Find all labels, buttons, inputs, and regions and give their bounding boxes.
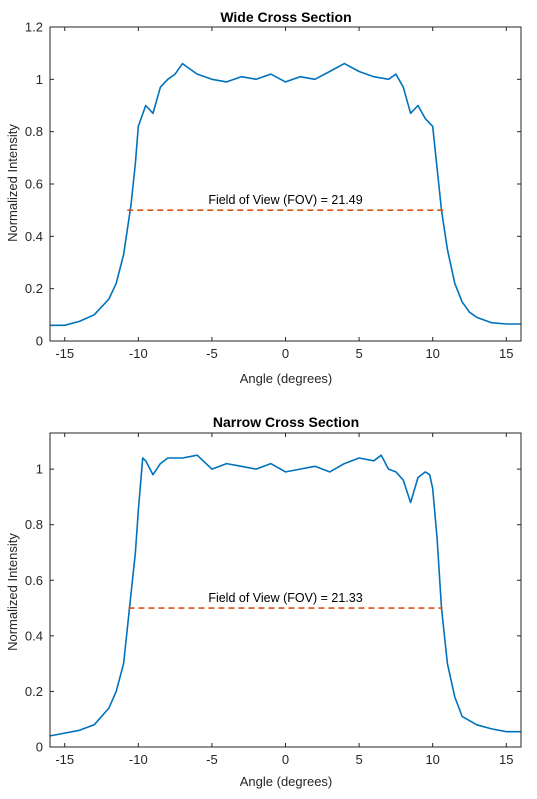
x-tick-label: -10 <box>129 346 148 361</box>
y-tick-label: 0 <box>36 740 43 755</box>
y-tick-label: 0.4 <box>25 229 43 244</box>
x-axis-label: Angle (degrees) <box>240 774 333 789</box>
y-tick-label: 0 <box>36 334 43 349</box>
y-tick-label: 0.8 <box>25 517 43 532</box>
y-tick-label: 0.4 <box>25 628 43 643</box>
x-tick-label: -5 <box>206 346 218 361</box>
x-tick-label: 5 <box>355 752 362 767</box>
y-tick-label: 0.8 <box>25 124 43 139</box>
y-tick-label: 0.6 <box>25 573 43 588</box>
x-tick-label: 10 <box>425 346 439 361</box>
y-axis-label: Normalized Intensity <box>5 124 20 242</box>
x-tick-label: 5 <box>355 346 362 361</box>
y-tick-label: 0.6 <box>25 177 43 192</box>
chart-title: Wide Cross Section <box>220 9 351 25</box>
y-axis-label: Normalized Intensity <box>5 533 20 651</box>
y-tick-label: 0.2 <box>25 281 43 296</box>
x-tick-label: -15 <box>55 752 74 767</box>
x-tick-label: 15 <box>499 752 513 767</box>
x-tick-label: 15 <box>499 346 513 361</box>
fov-annotation: Field of View (FOV) = 21.49 <box>208 193 362 207</box>
axes-box <box>49 432 522 748</box>
tick-layer: -15 -10 -5 0 5 10 15 0 0.2 0.4 0.6 0.8 1 <box>25 433 521 767</box>
x-tick-label: -15 <box>55 346 74 361</box>
plot-narrow-cross-section: Narrow Cross Section Angle (degrees) Nor… <box>5 414 522 789</box>
x-tick-label: 10 <box>425 752 439 767</box>
y-tick-label: 0.2 <box>25 684 43 699</box>
x-tick-label: 0 <box>282 346 289 361</box>
plot-wide-cross-section: Wide Cross Section Angle (degrees) Norma… <box>5 9 522 386</box>
y-tick-label: 1 <box>36 462 43 477</box>
mark-layer: Field of View (FOV) = 21.33 <box>49 454 521 737</box>
series-line <box>50 62 521 327</box>
y-tick-label: 1 <box>36 72 43 87</box>
x-tick-label: -10 <box>129 752 148 767</box>
y-tick-label: 1.2 <box>25 20 43 35</box>
x-tick-label: 0 <box>282 752 289 767</box>
fov-annotation: Field of View (FOV) = 21.33 <box>208 591 362 605</box>
series-line <box>49 454 521 737</box>
chart-title: Narrow Cross Section <box>213 414 359 430</box>
axes-box <box>49 26 522 342</box>
x-tick-label: -5 <box>206 752 218 767</box>
x-axis-label: Angle (degrees) <box>240 371 333 386</box>
mark-layer: Field of View (FOV) = 21.49 <box>50 62 521 327</box>
